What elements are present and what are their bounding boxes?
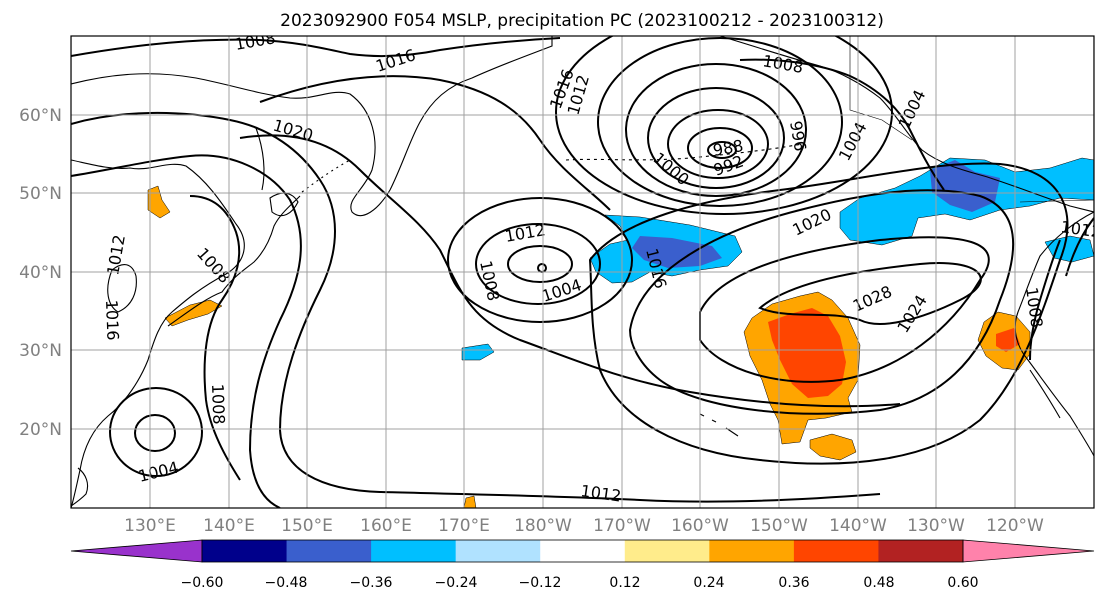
isobar-dateline-low-2 bbox=[507, 245, 573, 283]
figure-title: 2023092900 F054 MSLP, precipitation PC (… bbox=[280, 11, 884, 31]
colorbar-tick-label: −0.36 bbox=[350, 575, 393, 591]
colorbar-tick-label: −0.60 bbox=[181, 575, 224, 591]
colorbar-extend-low bbox=[70, 539, 203, 563]
coastline-siberia-kamchatka bbox=[71, 36, 553, 217]
isobar-low-ring-3 bbox=[667, 109, 769, 179]
isobar-low-ring-5 bbox=[625, 63, 807, 197]
isobar-north-1008 bbox=[71, 37, 561, 58]
precip-area-strong-pos-california bbox=[996, 328, 1020, 352]
lat-label: 40°N bbox=[19, 263, 62, 283]
isobar-philippine-low-1 bbox=[134, 414, 176, 452]
colorbar-tick-label: −0.24 bbox=[435, 575, 478, 591]
isobar-west-outer-1008 bbox=[71, 154, 302, 508]
isobar-dateline-low-4 bbox=[447, 197, 633, 323]
graticule bbox=[71, 36, 1094, 508]
map-panel: 1008 1016 1008 1012 1020 996 1000 988 99… bbox=[19, 35, 1095, 536]
map-frame bbox=[70, 35, 1095, 509]
colorbar-tick-label: 0.12 bbox=[609, 575, 640, 591]
lat-label: 20°N bbox=[19, 420, 62, 440]
longitude-labels: 130°E 140°E 150°E 160°E 170°E 180°W 170°… bbox=[124, 516, 1044, 536]
coastline-japan bbox=[167, 195, 301, 327]
coastline-korea bbox=[107, 264, 137, 313]
coastline-asia-mainland bbox=[71, 159, 245, 508]
precip-area-pos-manchuria bbox=[147, 185, 171, 219]
latitude-labels: 60°N 50°N 40°N 30°N 20°N bbox=[19, 106, 62, 440]
colorbar-frame bbox=[201, 539, 964, 563]
isobar-low-ring-6 bbox=[597, 37, 843, 207]
precip-area-pos-small bbox=[463, 495, 477, 508]
colorbar-segments bbox=[70, 539, 1095, 563]
colorbar-tick-label: 0.36 bbox=[778, 575, 809, 591]
colorbar-segment bbox=[286, 540, 372, 562]
lat-label: 30°N bbox=[19, 341, 62, 361]
colorbar-segment bbox=[371, 540, 457, 562]
isobar-coast-1008 bbox=[1029, 239, 1061, 361]
isobar-low-ring-1 bbox=[707, 141, 737, 159]
lon-label: 150°E bbox=[281, 516, 333, 536]
isobar-label: 1016 bbox=[102, 299, 122, 340]
colorbar-tick-label: −0.12 bbox=[519, 575, 562, 591]
lat-label: 50°N bbox=[19, 184, 62, 204]
lon-label: 170°E bbox=[438, 516, 490, 536]
lon-label: 160°E bbox=[360, 516, 412, 536]
colorbar-segment bbox=[540, 540, 626, 562]
colorbar-segment bbox=[624, 540, 710, 562]
isobar-label: 1008 bbox=[208, 383, 228, 424]
lon-label: 140°E bbox=[203, 516, 255, 536]
coastline-aleutians bbox=[565, 143, 803, 161]
colorbar-segment bbox=[455, 540, 541, 562]
lon-label: 130°E bbox=[124, 516, 176, 536]
coastline-philippines bbox=[71, 467, 89, 507]
lon-label: 160°W bbox=[671, 516, 729, 536]
precip-area-strong-pos-subtropical-pacific bbox=[768, 308, 846, 398]
isobar-coast-1012 bbox=[1065, 217, 1094, 277]
colorbar: −0.60 −0.48 −0.36 −0.24 −0.12 0.12 0.24 … bbox=[70, 539, 1095, 591]
colorbar-tick-label: 0.48 bbox=[863, 575, 894, 591]
lon-label: 120°W bbox=[986, 516, 1044, 536]
colorbar-tick-labels: −0.60 −0.48 −0.36 −0.24 −0.12 0.12 0.24 … bbox=[181, 575, 979, 591]
lat-label: 60°N bbox=[19, 106, 62, 126]
coastline-baja bbox=[1029, 369, 1061, 419]
precip-area-neg-central-pacific bbox=[461, 343, 495, 361]
isobar-low-ring-4 bbox=[647, 87, 785, 189]
isobar-west-ridge-1020 bbox=[239, 134, 901, 408]
lon-label: 140°W bbox=[829, 516, 887, 536]
precip-area-pos-hawaii bbox=[809, 433, 857, 461]
isobar-philippine-low-2 bbox=[109, 387, 203, 477]
colorbar-extend-high bbox=[962, 539, 1095, 563]
precip-area-strong-neg-gulf-alaska bbox=[930, 160, 1000, 212]
lon-label: 180°W bbox=[514, 516, 572, 536]
colorbar-tick-label: −0.48 bbox=[265, 575, 308, 591]
precipitation-shading bbox=[147, 157, 1094, 508]
colorbar-tick-label: 0.24 bbox=[693, 575, 724, 591]
isobar-subtropical-high-1024 bbox=[699, 236, 990, 383]
lon-label: 130°W bbox=[907, 516, 965, 536]
colorbar-segment bbox=[793, 540, 879, 562]
colorbar-segment bbox=[202, 540, 288, 562]
colorbar-tick-label: 0.60 bbox=[947, 575, 978, 591]
colorbar-segment bbox=[878, 540, 964, 562]
isobars bbox=[71, 36, 1094, 508]
isobar-west-outer-1012 bbox=[71, 111, 881, 503]
isobar-low-ring-7 bbox=[555, 36, 893, 215]
isobar-northeast-1008 bbox=[739, 58, 945, 191]
lon-label: 150°W bbox=[750, 516, 808, 536]
isobar-low-ring-2 bbox=[687, 127, 753, 169]
coastline-sakhalin bbox=[255, 127, 265, 191]
isobar-subtropical-high-1020 bbox=[628, 189, 1015, 415]
isobar-dateline-low-3 bbox=[475, 223, 601, 305]
isobar-subtropical-high-1028 bbox=[758, 262, 982, 325]
coastline-north-america bbox=[1014, 211, 1094, 457]
border-us-canada bbox=[1019, 199, 1094, 203]
isobar-west-ridge-1016 bbox=[259, 75, 611, 211]
colorbar-segment bbox=[709, 540, 795, 562]
lon-label: 170°W bbox=[593, 516, 651, 536]
